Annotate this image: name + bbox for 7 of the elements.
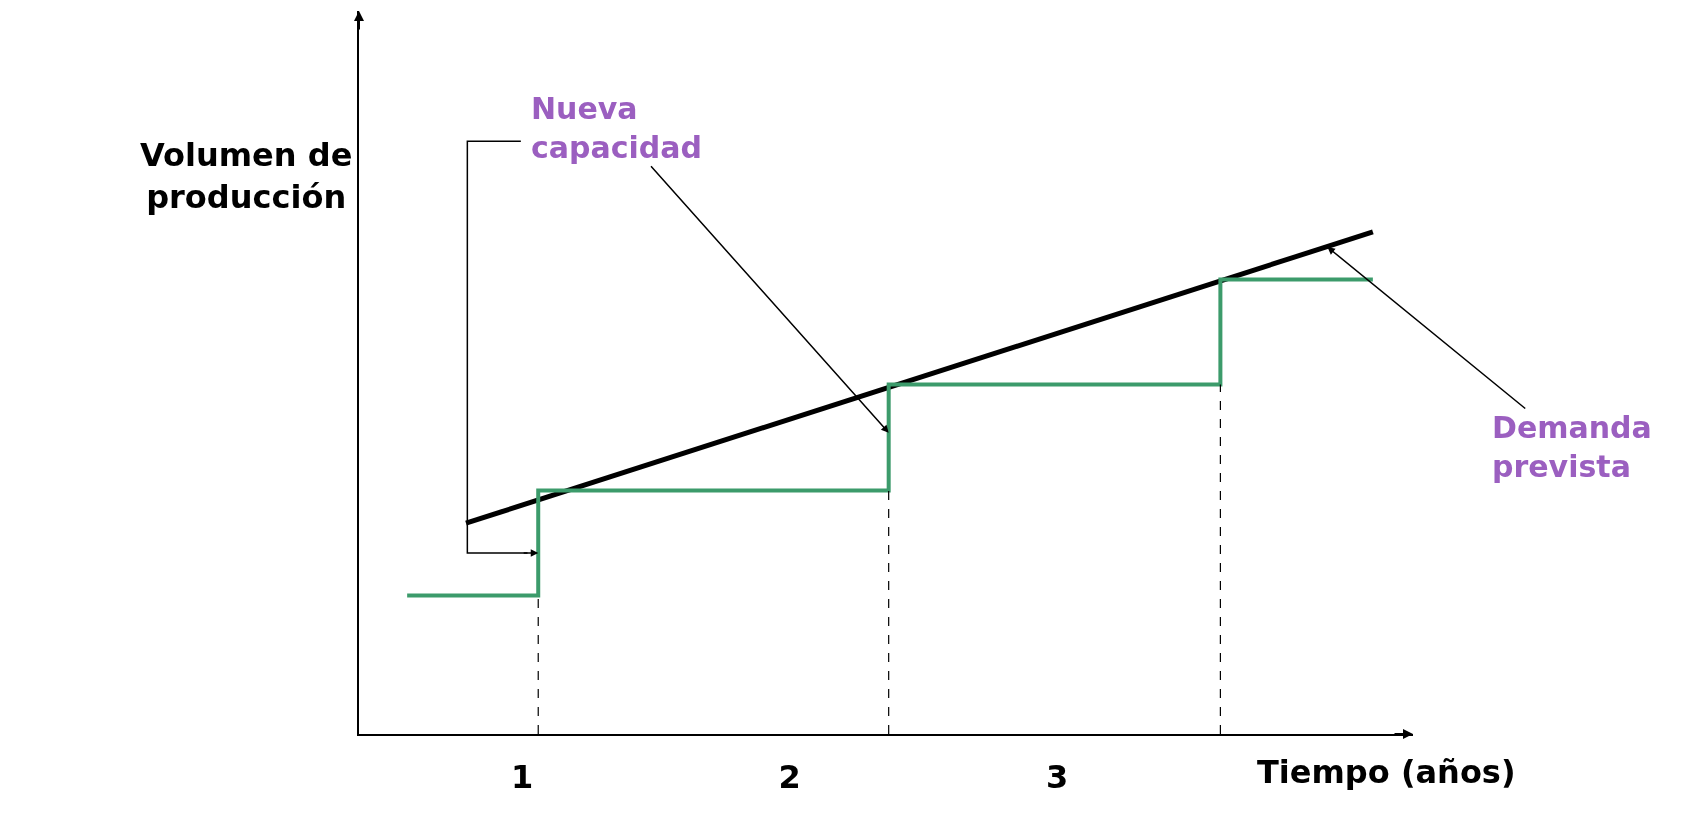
annotation: Nueva capacidad <box>531 91 703 165</box>
annotation: Demanda prevista <box>1492 410 1652 484</box>
y-axis-title: Volumen de producción <box>140 136 353 216</box>
x-tick-label: 2 <box>778 758 801 797</box>
x-tick-label: 3 <box>1046 758 1069 797</box>
x-axis-title: Tiempo (años) <box>1257 753 1516 791</box>
x-tick-label: 1 <box>511 758 534 797</box>
